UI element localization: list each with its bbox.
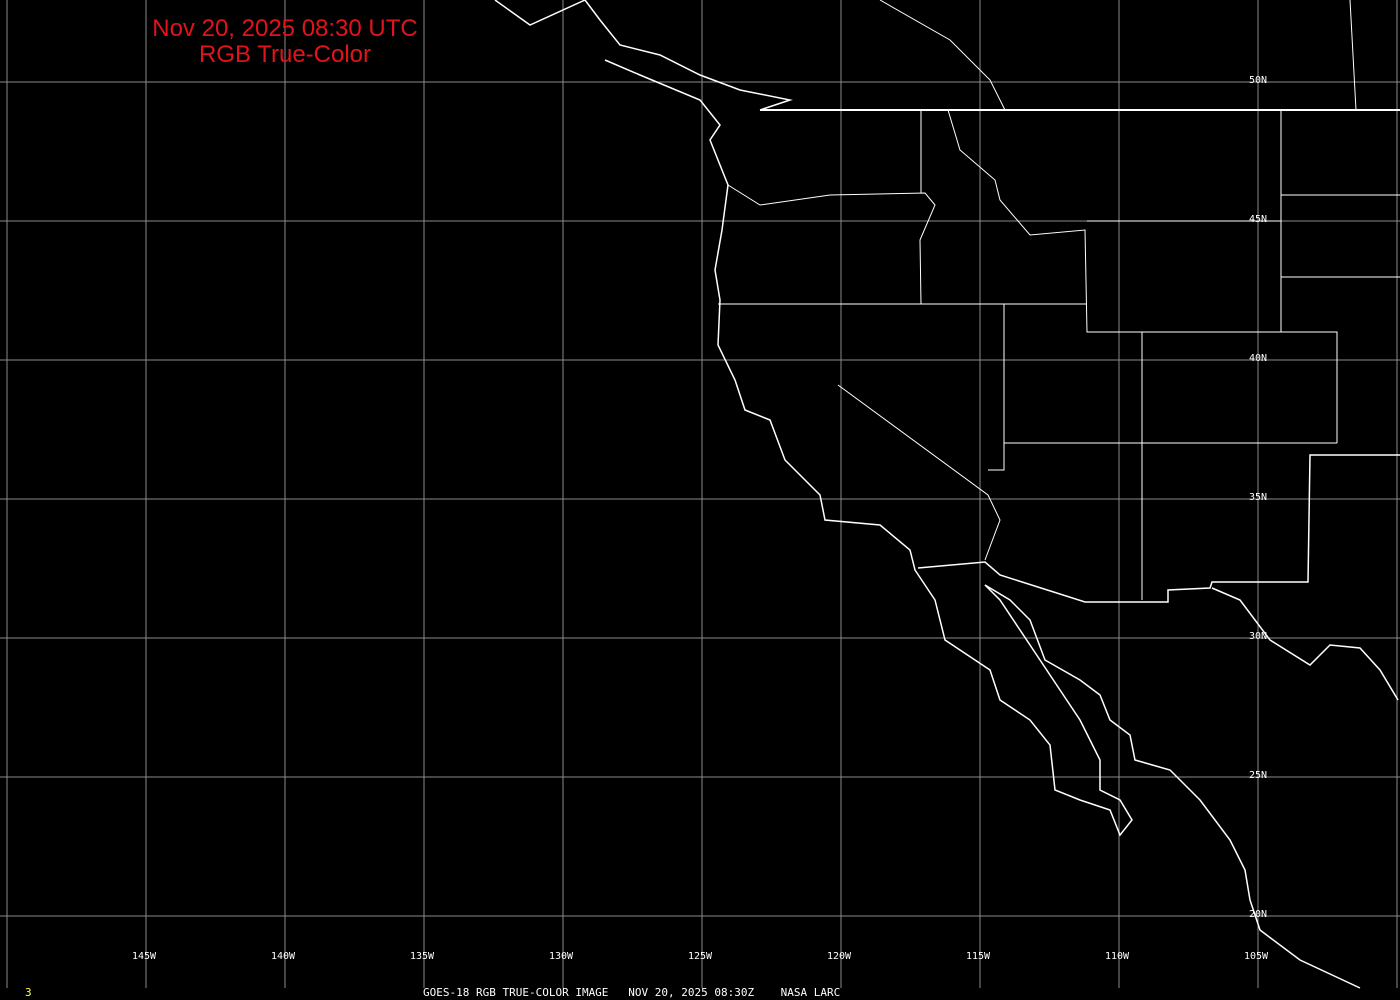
latitude-label: 20N	[1249, 909, 1268, 920]
latitude-label: 30N	[1249, 631, 1268, 642]
map-subtitle: RGB True-Color	[198, 41, 372, 68]
us-mexico-border	[917, 454, 1400, 603]
longitude-label: 120W	[827, 951, 852, 962]
longitude-label: 135W	[410, 951, 435, 962]
image-caption: GOES-18 RGB TRUE-COLOR IMAGE NOV 20, 202…	[423, 986, 841, 999]
map-title: Nov 20, 2025 08:30 UTC	[152, 15, 418, 42]
longitude-label: 125W	[688, 951, 713, 962]
id-mt-border	[947, 109, 1143, 600]
mexico-gulf-coast	[1211, 587, 1399, 701]
longitude-label: 145W	[132, 951, 157, 962]
latitude-label: 50N	[1249, 75, 1268, 86]
longitude-label: 105W	[1244, 951, 1269, 962]
frame-number: 3	[25, 986, 32, 999]
mainland-mexico-coastline	[984, 584, 1361, 989]
longitude-label: 110W	[1105, 951, 1130, 962]
coastlines	[494, 0, 1399, 989]
canada-coast	[494, 0, 793, 111]
longitude-label: 130W	[549, 951, 574, 962]
latitude-label: 40N	[1249, 353, 1268, 364]
longitude-label: 115W	[966, 951, 991, 962]
longitude-label: 140W	[271, 951, 296, 962]
latitude-label: 45N	[1249, 214, 1268, 225]
latitude-label: 25N	[1249, 770, 1268, 781]
latitude-label: 35N	[1249, 492, 1268, 503]
canada-province-border	[1349, 0, 1357, 111]
co-border	[1142, 331, 1338, 443]
west-coast-coastline	[604, 59, 1133, 837]
wy-border	[1087, 220, 1282, 332]
nv-ut-border	[988, 304, 1005, 471]
political-borders	[718, 0, 1400, 603]
bc-border	[879, 0, 1006, 111]
ca-nv-border	[837, 384, 1001, 561]
wa-or-border	[727, 184, 936, 305]
